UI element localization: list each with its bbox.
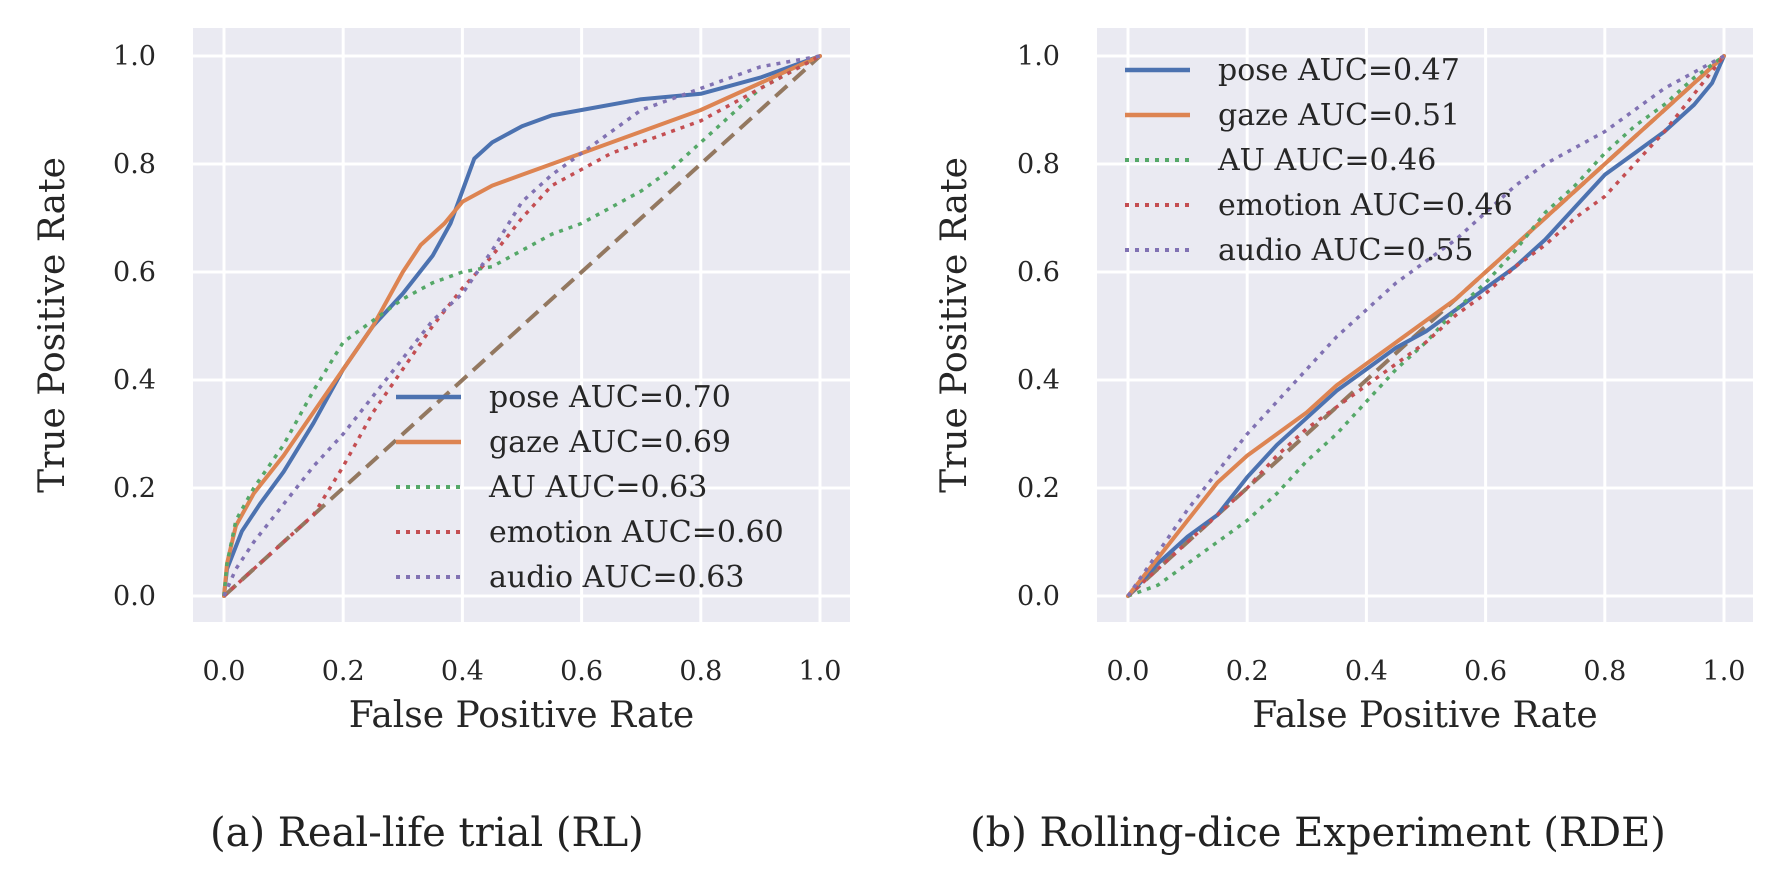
legend: pose AUC=0.47 gaze AUC=0.51 AU AUC=0.46 emo…	[1125, 53, 1513, 268]
chance-diagonal-line	[222, 54, 822, 598]
x-tick-label: 0.6	[560, 656, 603, 687]
legend-label-pose: pose AUC=0.47	[1218, 53, 1460, 88]
x-tick-label: 0.4	[1345, 656, 1388, 687]
roc-curve-gaze	[222, 54, 822, 598]
y-axis-label: True Positive Rate	[32, 157, 73, 493]
roc-curve-emotion	[222, 54, 821, 598]
roc-panel-rde: 0.0 0.2 0.4 0.6 0.8 1.0 0.0 0.2 0.4 0.6 0.8 1.0 Fals…	[934, 28, 1753, 736]
y-tick-label: 1.0	[113, 41, 156, 72]
caption-real-life-trial: (a) Real-life trial (RL)	[210, 810, 644, 856]
legend-label-emotion: emotion AUC=0.60	[489, 515, 784, 550]
roc-curve-au	[222, 54, 821, 597]
roc-curve-au	[1127, 54, 1726, 598]
y-tick-label: 1.0	[1017, 41, 1060, 72]
legend-label-au: AU AUC=0.46	[1217, 143, 1436, 178]
legend-label-gaze: gaze AUC=0.51	[1218, 98, 1460, 133]
y-axis-label: True Positive Rate	[934, 157, 975, 493]
roc-curve-pose	[1126, 54, 1726, 598]
legend-label-audio: audio AUC=0.55	[1218, 233, 1473, 268]
x-tick-label: 1.0	[799, 656, 842, 687]
y-tick-label: 0.2	[1017, 473, 1060, 504]
legend: pose AUC=0.70 gaze AUC=0.69 AU AUC=0.63 emo…	[396, 380, 784, 595]
x-tick-label: 0.6	[1464, 656, 1507, 687]
chance-diagonal-line	[1126, 54, 1726, 598]
y-tick-label: 0.0	[113, 581, 156, 612]
roc-curve-emotion	[1126, 54, 1726, 598]
y-tick-label: 0.6	[1017, 257, 1060, 288]
y-tick-label: 0.0	[1017, 581, 1060, 612]
x-tick-label: 0.8	[679, 656, 722, 687]
legend-label-audio: audio AUC=0.63	[489, 560, 744, 595]
y-tick-label: 0.8	[113, 149, 156, 180]
legend-label-gaze: gaze AUC=0.69	[489, 425, 731, 460]
caption-rolling-dice-experiment: (b) Rolling-dice Experiment (RDE)	[970, 810, 1666, 856]
x-axis-label: False Positive Rate	[1252, 695, 1597, 736]
x-tick-label: 0.2	[322, 656, 365, 687]
y-tick-label: 0.6	[113, 257, 156, 288]
roc-curve-audio	[1126, 54, 1725, 597]
x-tick-label: 1.0	[1703, 656, 1746, 687]
x-axis-label: False Positive Rate	[349, 695, 694, 736]
y-tick-label: 0.4	[113, 365, 156, 396]
x-tick-label: 0.2	[1226, 656, 1269, 687]
roc-curve-pose	[222, 54, 822, 598]
x-tick-label: 0.8	[1583, 656, 1626, 687]
roc-panel-rl: 0.0 0.2 0.4 0.6 0.8 1.0 0.0 0.2 0.4 0.6 0.8 1.0 Fals…	[32, 28, 850, 736]
x-tick-label: 0.4	[441, 656, 484, 687]
y-tick-label: 0.2	[113, 473, 156, 504]
x-tick-label: 0.0	[203, 656, 246, 687]
x-tick-label: 0.0	[1107, 656, 1150, 687]
legend-label-pose: pose AUC=0.70	[489, 380, 731, 415]
legend-label-au: AU AUC=0.63	[488, 470, 707, 505]
roc-curve-gaze	[1126, 54, 1726, 598]
y-tick-label: 0.4	[1017, 365, 1060, 396]
legend-label-emotion: emotion AUC=0.46	[1218, 188, 1513, 223]
y-tick-label: 0.8	[1017, 149, 1060, 180]
